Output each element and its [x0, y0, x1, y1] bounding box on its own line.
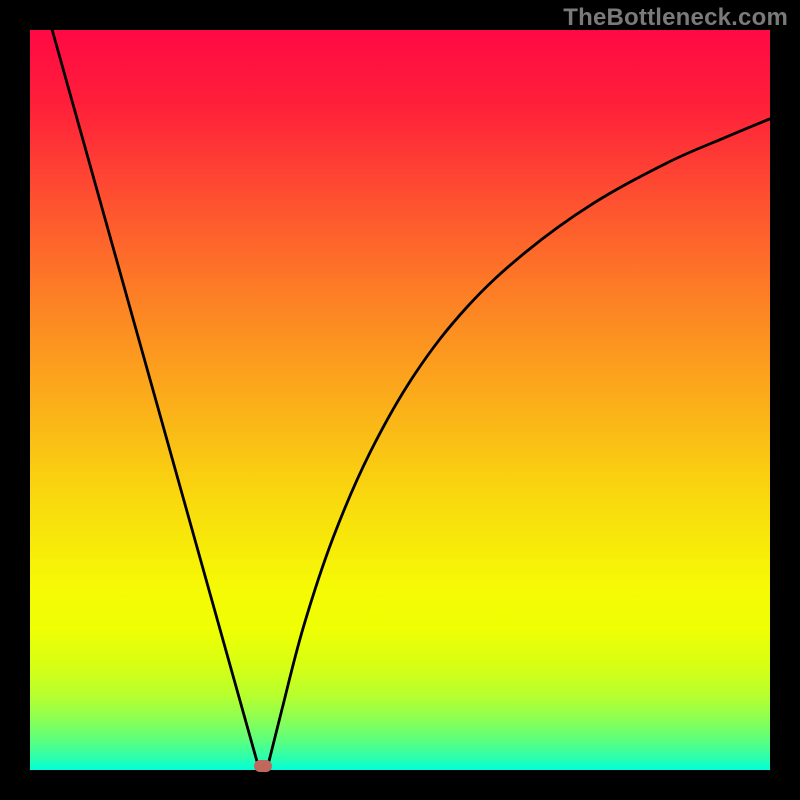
minimum-marker [254, 760, 272, 772]
curve-layer [30, 30, 770, 770]
page-root: TheBottleneck.com [0, 0, 800, 800]
curve-left-branch [52, 30, 259, 770]
watermark-label: TheBottleneck.com [563, 4, 788, 32]
plot-area [30, 30, 770, 770]
curve-right-branch [267, 119, 770, 770]
